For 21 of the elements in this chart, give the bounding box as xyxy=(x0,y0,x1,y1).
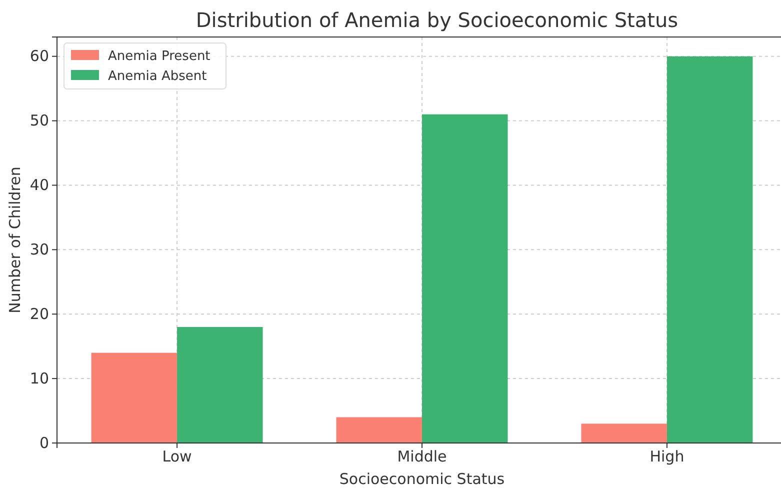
y-tick-label: 20 xyxy=(30,304,49,323)
bar xyxy=(336,417,422,443)
y-tick-label: 40 xyxy=(30,176,49,194)
y-tick-label: 50 xyxy=(30,112,49,130)
bar xyxy=(177,327,263,443)
legend-label: Anemia Absent xyxy=(108,69,207,84)
bar xyxy=(666,56,753,443)
bar xyxy=(581,424,667,443)
bar xyxy=(91,352,178,443)
bar xyxy=(422,114,508,443)
chart-title: Distribution of Anemia by Socioeconomic Status xyxy=(196,8,678,32)
x-tick-label: Middle xyxy=(397,448,447,466)
x-tick-label: Low xyxy=(162,448,192,466)
x-tick-label: High xyxy=(650,448,684,466)
y-tick-label: 30 xyxy=(30,240,49,258)
y-tick-label: 0 xyxy=(39,434,49,452)
y-tick-label: 10 xyxy=(30,369,49,388)
y-tick-label: 60 xyxy=(30,47,49,66)
legend-label: Anemia Present xyxy=(108,49,210,64)
y-axis-title: Number of Children xyxy=(6,166,24,314)
x-axis-title: Socioeconomic Status xyxy=(339,470,505,488)
